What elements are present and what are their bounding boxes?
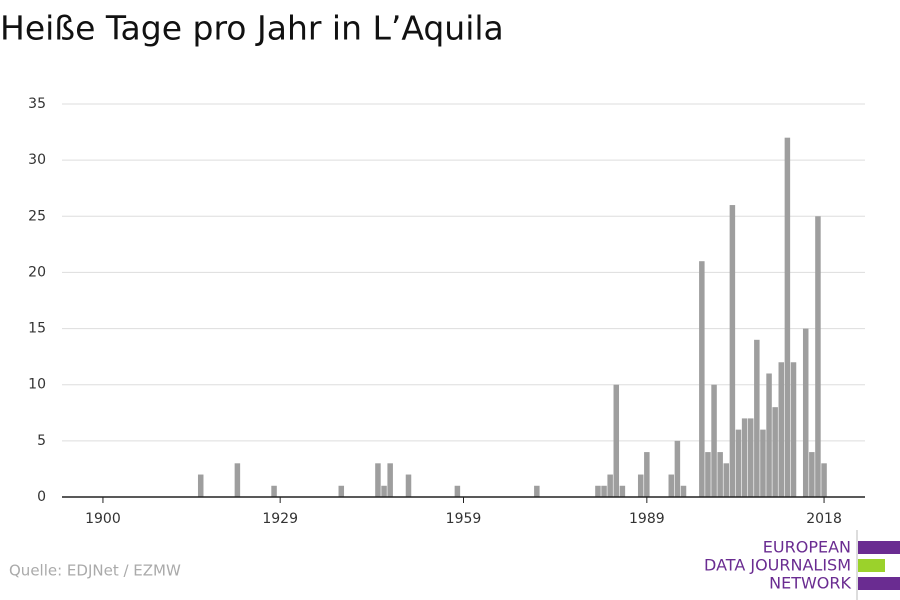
bar <box>735 429 742 497</box>
bar <box>601 485 607 497</box>
bar <box>772 407 778 497</box>
bar <box>717 452 723 497</box>
bar <box>381 485 387 497</box>
logo-text: EUROPEAN <box>763 538 851 557</box>
y-tick-label: 25 <box>28 208 46 224</box>
bar <box>375 463 381 497</box>
bar <box>454 485 461 497</box>
bar <box>674 440 681 497</box>
y-tick-label: 10 <box>28 377 46 393</box>
logo-bar <box>858 577 900 590</box>
bar <box>387 463 393 497</box>
bar <box>680 485 687 497</box>
y-tick-label: 35 <box>28 96 46 112</box>
bar <box>668 474 675 497</box>
bar <box>778 362 785 497</box>
bar <box>754 339 760 497</box>
bar <box>197 474 204 497</box>
y-tick-label: 30 <box>28 152 46 168</box>
bar <box>534 485 540 497</box>
x-tick-label: 1929 <box>262 511 298 527</box>
bar <box>711 384 717 497</box>
bar <box>619 485 626 497</box>
bar <box>271 485 277 497</box>
bar <box>784 137 791 497</box>
x-tick-label: 1989 <box>629 511 665 527</box>
bar <box>699 261 705 497</box>
bar <box>766 373 772 497</box>
x-tick-label: 1900 <box>85 511 121 527</box>
bar <box>234 463 241 497</box>
bar <box>723 463 730 497</box>
bar <box>815 216 821 498</box>
bar <box>637 474 644 497</box>
bar <box>405 474 412 497</box>
y-tick-label: 0 <box>37 489 46 505</box>
bar <box>741 418 748 497</box>
bar <box>809 452 815 497</box>
bar <box>607 474 613 497</box>
bar <box>338 485 345 497</box>
y-tick-label: 15 <box>28 321 46 337</box>
bar <box>747 418 754 497</box>
chart-title: Heiße Tage pro Jahr in L’Aquila <box>0 9 504 48</box>
bar <box>802 328 809 497</box>
bar <box>705 452 711 497</box>
y-tick-label: 5 <box>37 433 46 449</box>
bar <box>729 205 736 498</box>
logo-text: DATA JOURNALISM <box>704 556 851 575</box>
logo-bar <box>858 541 900 554</box>
bar <box>613 384 620 497</box>
logo-text: NETWORK <box>769 574 851 593</box>
bar <box>790 362 797 497</box>
logo-bar <box>858 559 885 572</box>
source: Quelle: EDJNet / EZMW <box>9 562 181 580</box>
y-tick-label: 20 <box>28 264 46 280</box>
x-tick-label: 2018 <box>806 511 842 527</box>
x-tick-label: 1959 <box>446 511 482 527</box>
bar <box>760 429 766 497</box>
bar <box>595 485 601 497</box>
bar <box>644 452 650 497</box>
bar <box>821 463 827 497</box>
